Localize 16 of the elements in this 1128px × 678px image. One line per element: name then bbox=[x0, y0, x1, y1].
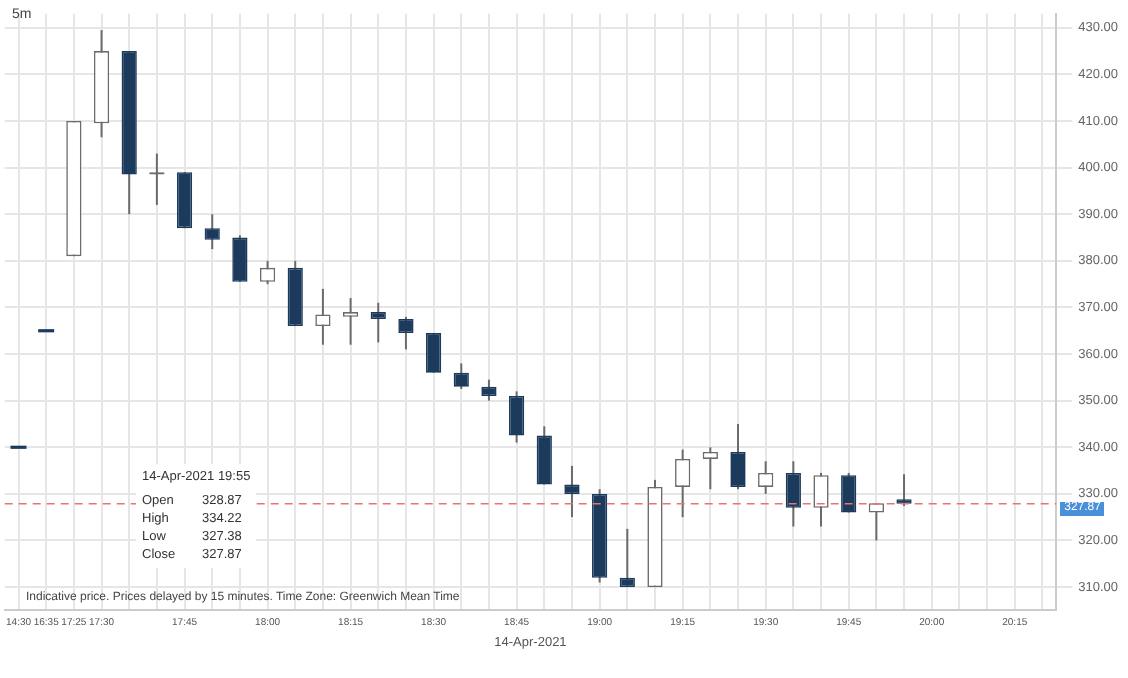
candlestick bbox=[813, 471, 829, 528]
candlestick bbox=[398, 315, 414, 351]
candlestick bbox=[315, 287, 331, 346]
candlestick bbox=[425, 332, 442, 374]
candlestick bbox=[868, 502, 884, 542]
candlestick bbox=[564, 464, 580, 519]
candlestick bbox=[453, 362, 469, 391]
candlestick bbox=[785, 460, 801, 528]
candlestick bbox=[730, 422, 746, 491]
candlestick bbox=[675, 448, 691, 519]
candlestick bbox=[481, 378, 497, 402]
candlestick bbox=[536, 425, 552, 486]
candlestick bbox=[509, 390, 525, 444]
candlestick bbox=[619, 527, 635, 589]
candlestick bbox=[204, 213, 220, 251]
candlestick bbox=[232, 234, 248, 283]
